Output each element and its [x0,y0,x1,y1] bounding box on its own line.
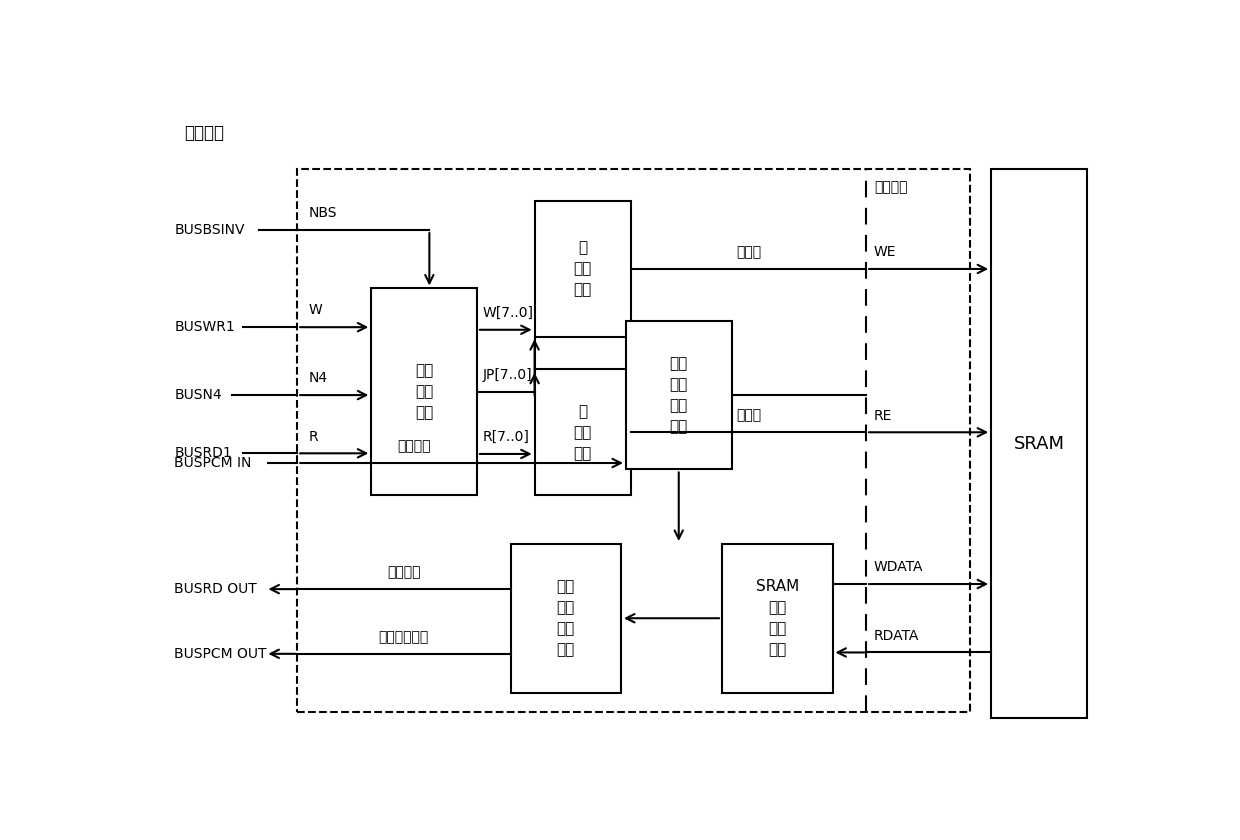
Bar [534,201,631,337]
Text: W: W [309,303,322,318]
Text: W[7..0]: W[7..0] [482,306,533,320]
Text: SRAM
数据
控制
模块: SRAM 数据 控制 模块 [755,580,799,657]
Text: N4: N4 [309,371,327,386]
Text: BUSPCM IN: BUSPCM IN [174,456,252,470]
Text: WDATA: WDATA [874,560,924,575]
Bar [722,543,832,693]
Bar [626,321,732,470]
Text: 外部命令: 外部命令 [184,124,224,142]
Text: BUSN4: BUSN4 [174,388,222,402]
Text: R[7..0]: R[7..0] [482,430,529,444]
Text: BUSBSINV: BUSBSINV [174,223,244,237]
Bar [511,543,621,693]
Text: BUSPCM OUT: BUSPCM OUT [174,647,267,661]
Text: WE: WE [874,245,897,260]
Text: 实时数据: 实时数据 [398,439,432,454]
Text: 控制
命令
模块: 控制 命令 模块 [415,364,433,420]
Text: JP[7..0]: JP[7..0] [482,368,532,382]
Text: R: R [309,429,319,444]
Text: 读命令: 读命令 [735,408,761,423]
Text: 延时数据: 延时数据 [387,565,420,580]
Text: BUSRD OUT: BUSRD OUT [174,582,257,596]
Text: 实时
数据
控制
模块: 实时 数据 控制 模块 [670,356,688,434]
Text: 读
命令
模块: 读 命令 模块 [574,404,591,461]
Text: 写命令: 写命令 [735,245,761,260]
Text: BUSWR1: BUSWR1 [174,320,234,334]
Text: NBS: NBS [309,207,337,220]
Text: RDATA: RDATA [874,629,919,643]
Text: RE: RE [874,408,893,423]
Text: 写
命令
模块: 写 命令 模块 [574,240,591,297]
Text: BUSRD1: BUSRD1 [174,446,232,460]
Text: SRAM: SRAM [1013,434,1065,453]
Bar [371,288,477,496]
Bar [991,169,1087,718]
Bar [298,169,970,712]
Text: 延时控制命令: 延时控制命令 [378,630,429,644]
Text: 延时
数据
控制
模块: 延时 数据 控制 模块 [557,580,575,657]
Bar [534,370,631,496]
Text: 逻辑控制: 逻辑控制 [874,181,908,194]
